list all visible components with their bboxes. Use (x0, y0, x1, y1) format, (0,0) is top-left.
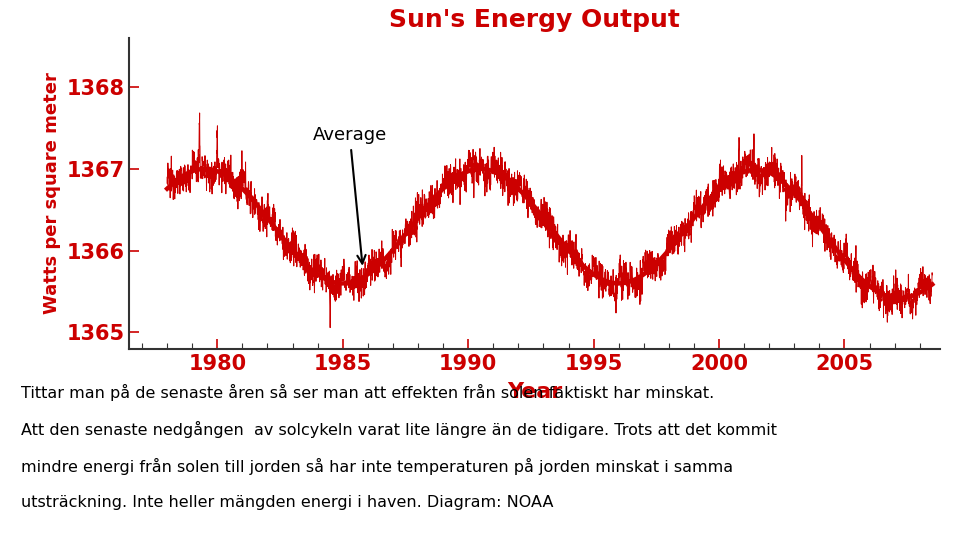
Text: utsträckning. Inte heller mängden energi i haven. Diagram: NOAA: utsträckning. Inte heller mängden energi… (21, 495, 553, 511)
Text: mindre energi från solen till jorden så har inte temperaturen på jorden minskat : mindre energi från solen till jorden så … (21, 458, 734, 475)
Y-axis label: Watts per square meter: Watts per square meter (43, 72, 61, 314)
Text: Average: Average (313, 126, 386, 264)
Text: Tittar man på de senaste åren så ser man att effekten från solen faktiskt har mi: Tittar man på de senaste åren så ser man… (21, 384, 714, 401)
X-axis label: Year: Year (507, 382, 562, 402)
Title: Sun's Energy Output: Sun's Energy Output (389, 8, 680, 32)
Text: Att den senaste nedgången  av solcykeln varat lite längre än de tidigare. Trots : Att den senaste nedgången av solcykeln v… (21, 421, 777, 438)
